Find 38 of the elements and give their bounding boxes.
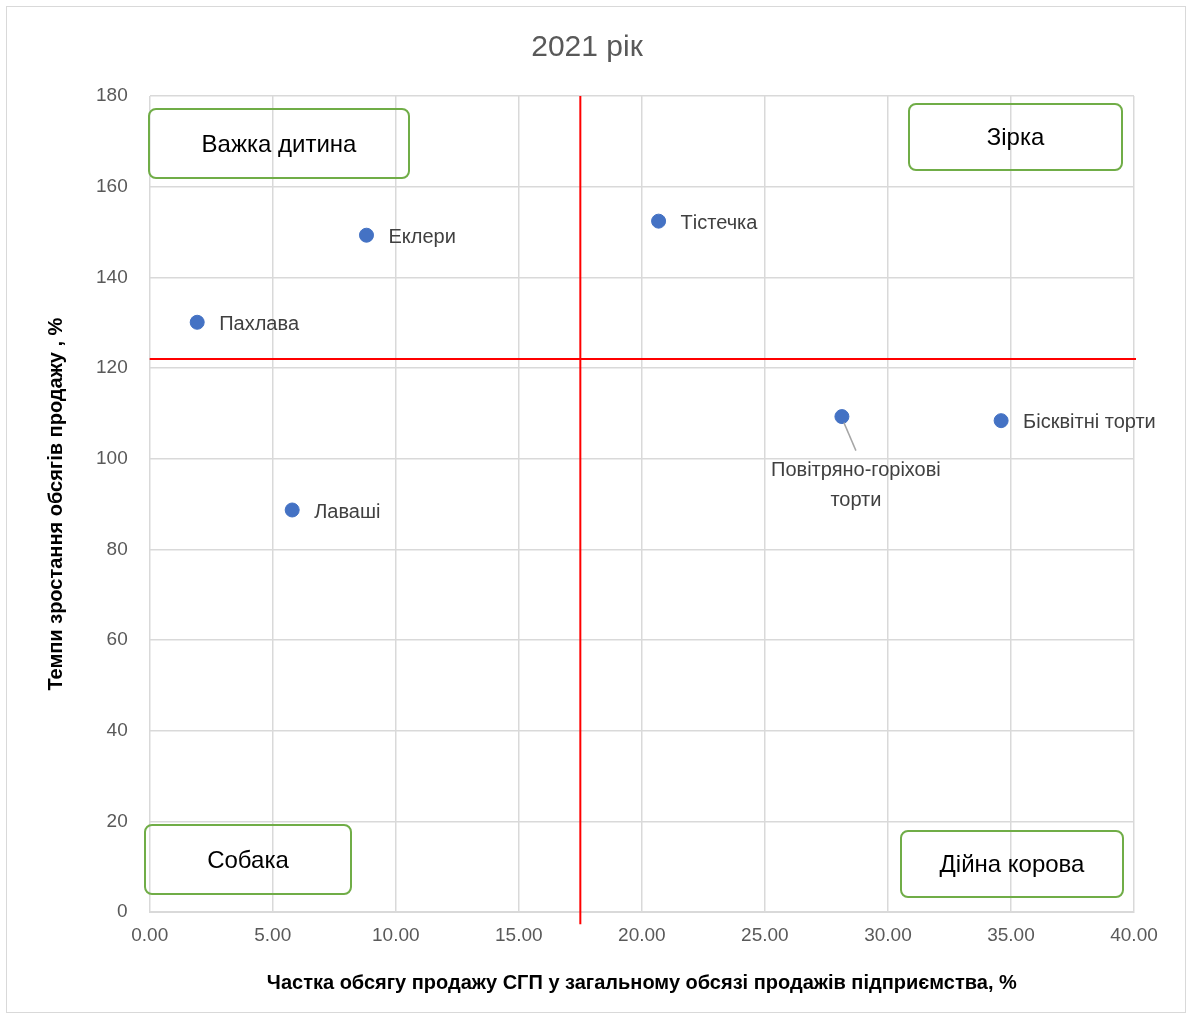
annotation: Еклери (388, 224, 456, 247)
y-tick-label: 80 (106, 537, 128, 559)
rounded-box: Дійна корова (900, 830, 1124, 898)
annotation: Лаваші (314, 499, 381, 522)
y-tick-label: 20 (106, 809, 128, 831)
point (189, 314, 205, 330)
y-tick-label: 180 (96, 84, 128, 106)
y-tick-label: 120 (96, 356, 128, 378)
annotation: Бісквітні торти (1023, 410, 1156, 433)
point (834, 409, 850, 425)
x-tick-label: 35.00 (987, 923, 1035, 945)
point (284, 502, 300, 518)
point (651, 213, 667, 229)
x-axis-title: Частка обсягу продажу СГП у загальному обсязі продажів підприємства, % (266, 970, 1018, 993)
x-tick-label: 10.00 (372, 923, 420, 945)
y-axis-title: Темпи зростання обсягів продажу , % (43, 317, 66, 691)
annotation: Повітряно-горіхові торти (771, 458, 941, 511)
rounded-box: Зірка (908, 103, 1123, 171)
chart-title: 2021 рік (531, 29, 644, 63)
annotation: Тістечка (680, 210, 759, 233)
x-tick-label: 5.00 (254, 923, 292, 945)
x-tick-label: 30.00 (864, 923, 912, 945)
point (358, 227, 374, 243)
rounded-box: Важка дитина (148, 108, 410, 179)
y-tick-label: 100 (96, 446, 128, 468)
annotation: Пахлава (219, 311, 300, 334)
x-tick-label: 0.00 (131, 923, 169, 945)
y-tick-label: 160 (96, 174, 128, 196)
x-tick-label: 20.00 (618, 923, 666, 945)
rounded-box: Собака (144, 824, 352, 895)
point (993, 413, 1009, 429)
y-tick-label: 40 (106, 719, 128, 741)
y-tick-label: 0 (117, 900, 128, 922)
x-tick-label: 40.00 (1110, 923, 1158, 945)
y-tick-label: 60 (106, 628, 128, 650)
x-tick-label: 25.00 (741, 923, 789, 945)
x-tick-label: 15.00 (495, 923, 543, 945)
y-tick-label: 140 (96, 265, 128, 287)
